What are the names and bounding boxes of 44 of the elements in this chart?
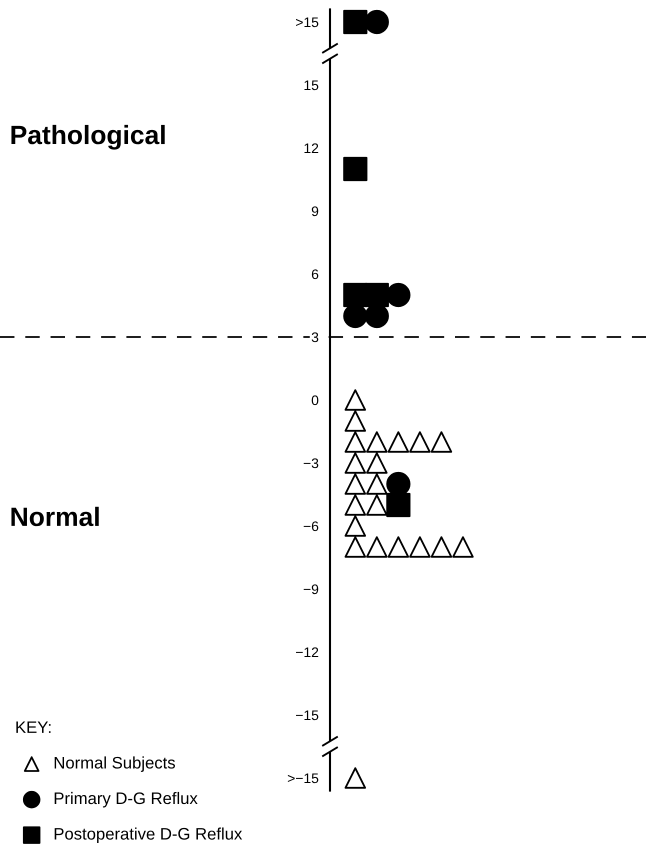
point bbox=[344, 473, 366, 495]
y-tick-label: 12 bbox=[304, 143, 318, 154]
legend-label: Primary D-G Reflux bbox=[54, 792, 198, 808]
y-tick-label: −12 bbox=[296, 647, 318, 658]
y-tick-label: 0 bbox=[312, 395, 318, 406]
point bbox=[343, 156, 368, 182]
point bbox=[343, 10, 368, 34]
point bbox=[366, 473, 388, 495]
y-tick-label: −15 bbox=[296, 710, 318, 720]
y-tick-label: >15 bbox=[296, 17, 318, 28]
point bbox=[430, 431, 452, 453]
annotation: Normal bbox=[11, 506, 99, 526]
point bbox=[388, 536, 410, 558]
y-tick-label: −3 bbox=[304, 458, 318, 468]
y-tick-label: 9 bbox=[312, 206, 318, 216]
legend-label: Normal Subjects bbox=[54, 756, 175, 772]
point bbox=[343, 282, 368, 308]
y-tick-label: >−15 bbox=[288, 773, 318, 784]
point bbox=[344, 536, 366, 558]
point bbox=[388, 431, 410, 453]
y-tick-label: 15 bbox=[304, 80, 318, 90]
point bbox=[344, 389, 366, 411]
y-tick-label: 6 bbox=[312, 269, 318, 280]
point bbox=[409, 431, 431, 453]
annotation: Pathological bbox=[11, 124, 165, 150]
point bbox=[344, 431, 366, 453]
point bbox=[430, 536, 452, 558]
y-tick-label: −6 bbox=[304, 521, 318, 532]
point bbox=[366, 431, 388, 453]
point bbox=[344, 515, 366, 537]
point bbox=[366, 536, 388, 558]
point bbox=[366, 452, 388, 474]
point bbox=[386, 492, 410, 518]
point bbox=[344, 494, 366, 516]
point bbox=[452, 536, 474, 558]
y-tick-label: −9 bbox=[304, 584, 318, 594]
legend-title: KEY: bbox=[16, 721, 51, 733]
point bbox=[344, 767, 366, 789]
point bbox=[409, 536, 431, 558]
point bbox=[344, 452, 366, 474]
legend-label: Postoperative D-G Reflux bbox=[54, 827, 242, 843]
y-tick-label: 3 bbox=[312, 332, 318, 342]
point bbox=[366, 494, 388, 516]
point bbox=[344, 410, 366, 432]
